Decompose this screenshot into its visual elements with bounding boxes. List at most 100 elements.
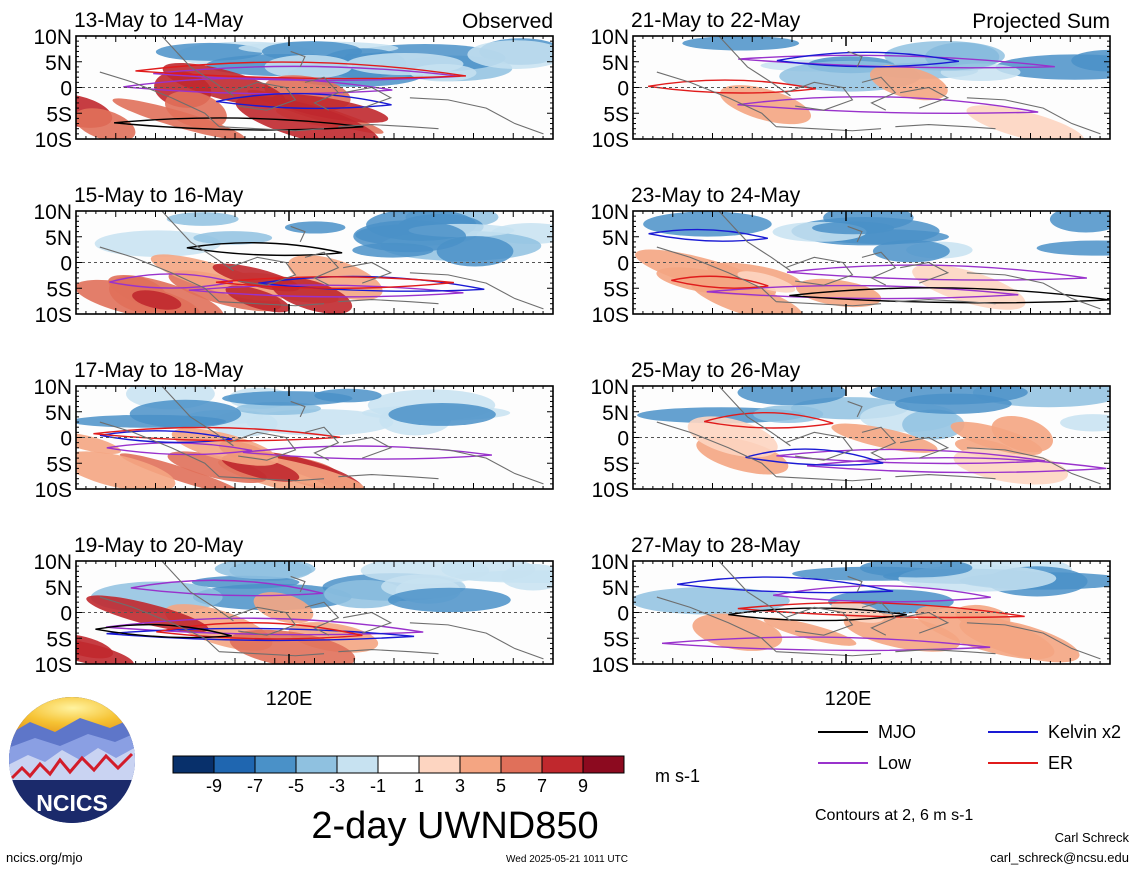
easterly-anomaly-shade [346,52,464,76]
lat-tick-label: 10S [35,129,72,152]
wind-field [633,386,1110,489]
coastline [718,211,791,272]
wind-field [633,211,1110,314]
coastline [656,596,777,653]
easterly-anomaly-shade [682,36,800,51]
coastline [895,474,996,480]
lat-tick-label: 0 [60,428,72,451]
coastline [219,301,325,307]
coastline [99,596,220,653]
wave-contour [737,95,1039,115]
coastline [785,431,854,461]
wave-contour [677,576,894,594]
westerly-anomaly-shade [869,64,948,101]
coastline [338,124,439,130]
coastline [338,649,439,655]
coastline [861,251,897,286]
colorbar: -9 -7 -5 -3 -1 1 3 5 7 9 [172,755,625,796]
coastline [656,71,777,128]
coastline [409,272,544,310]
lat-tick-label: 10N [590,376,629,399]
wind-field [76,36,553,139]
wave-contour [135,61,467,80]
wave-contour [776,51,960,68]
coastline [895,299,996,305]
lat-tick-label: 5S [46,103,72,126]
wave-contour [123,77,393,95]
coastline [900,436,950,459]
map-panel: 10N 5N 05S 10S 15-May to 16-May [33,184,554,327]
easterly-anomaly-shade [353,220,467,253]
coastline [861,426,897,461]
coastline [966,622,1101,660]
colorbar-swatch [541,755,584,774]
coastline [776,301,882,307]
wave-contour [215,276,454,290]
contours-note: Contours at 2, 6 m s-1 [815,807,973,824]
coastline [718,561,791,622]
lat-tick-label: 10N [590,201,629,224]
map-panel: 10N 5N 05S 10S 19-May to 20-May [33,534,554,677]
coastline [847,400,863,418]
lon-label-right: 120E [825,688,872,710]
lat-tick-label: 10N [33,551,72,574]
easterly-anomaly-shade [76,414,226,428]
coastline [228,256,297,286]
coastline [900,261,950,284]
coastline [847,575,863,593]
coastline [656,421,777,478]
coastline [161,36,234,97]
coastline [304,76,340,111]
coastline [161,386,234,447]
colorbar-tick-label: -9 [206,776,222,796]
colorbar-swatch [377,755,420,774]
westerly-anomaly-shade [76,108,136,139]
lat-tick-label: 5S [603,628,629,651]
coastline [895,649,996,655]
coastline [343,261,393,284]
wave-contour [105,617,424,636]
coastline [219,651,325,657]
panel-corner-label: Projected Sum [972,10,1110,33]
easterly-anomaly-shade [1036,240,1110,256]
lat-tick-label: 10N [33,26,72,49]
wave-contour [806,457,1107,474]
legend-label: Low [878,753,912,773]
lat-tick-label: 5N [45,52,72,75]
coastline [895,124,996,130]
easterly-anomaly-shade [388,403,496,426]
wave-contour [786,264,1087,281]
wind-field [633,36,1110,139]
coastline [718,36,791,97]
colorbar-units: m s-1 [655,766,700,786]
panel-title: 13-May to 14-May [74,9,244,32]
panel-title: 17-May to 18-May [74,359,244,382]
wave-contour [130,579,324,597]
coastline [656,246,777,303]
panel-corner-label: Observed [462,10,553,33]
westerly-anomaly-shade [253,592,314,624]
wind-field [76,211,553,314]
wave-contour [114,117,364,131]
coastline [718,386,791,447]
ncics-logo: NCICS [9,697,135,823]
wave-contour [95,623,232,639]
wind-field [633,561,1110,664]
wind-field [76,561,553,664]
easterly-anomaly-shade [94,230,221,257]
lat-tick-label: 5N [45,402,72,425]
legend-label: ER [1048,753,1073,773]
coastline [785,606,854,636]
coastline [966,97,1101,135]
colorbar-tick-label: 7 [537,776,547,796]
lat-tick-label: 10S [35,304,72,327]
map-panel: 10N 5N 05S 10S 23-May to 24-May [590,184,1111,327]
panel-title: 23-May to 24-May [631,184,801,207]
westerly-anomaly-shade [915,605,1055,660]
coastline [338,299,439,305]
coastline [776,651,882,657]
easterly-anomaly-shade [222,391,353,406]
wave-contour [188,284,464,298]
westerly-anomaly-shade [119,453,244,489]
